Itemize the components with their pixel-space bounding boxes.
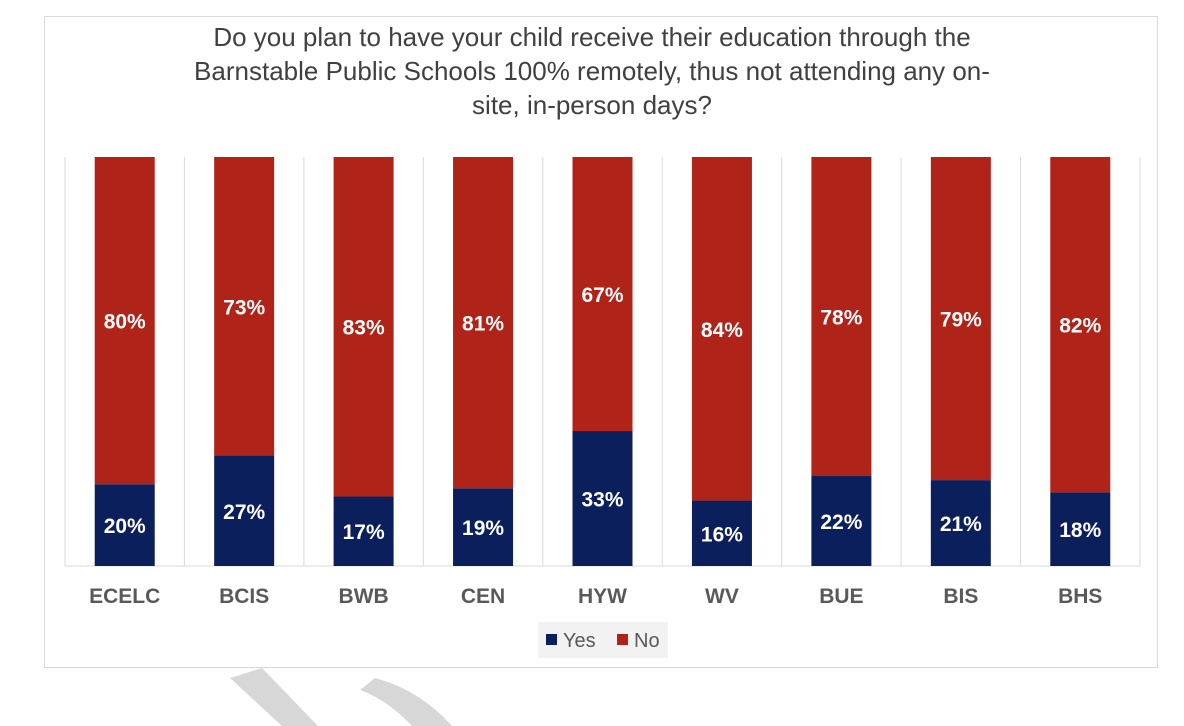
data-label-no-hyw: 67% (581, 284, 623, 307)
category-label-bis: BIS (943, 585, 978, 608)
category-label-bcis: BCIS (219, 585, 269, 608)
bar-yes-bis (930, 480, 991, 566)
data-label-yes-hyw: 33% (581, 489, 623, 512)
data-label-yes-ecelc: 20% (104, 515, 146, 538)
bar-yes-bwb (333, 496, 394, 566)
bar-no-wv (691, 157, 752, 501)
bar-labels: 20% 80% 27% 73% 17% 83% 19% 81% 33% 67% 16% 84% 22% 7… (104, 284, 1102, 546)
category-label-hyw: HYW (578, 585, 627, 608)
bar-yes-ecelc (94, 484, 155, 566)
bar-no-bis (930, 157, 991, 481)
data-label-no-bhs: 82% (1059, 315, 1101, 338)
data-label-yes-bue: 22% (820, 511, 862, 534)
legend-swatch-yes (546, 634, 557, 645)
legend-background (538, 622, 668, 658)
data-label-no-bcis: 73% (223, 296, 265, 319)
data-label-no-bue: 78% (820, 307, 862, 330)
data-label-no-bis: 79% (940, 309, 982, 332)
legend: Yes No (538, 622, 668, 658)
bar-yes-wv (691, 500, 752, 566)
chart-title-line-1: Do you plan to have your child receive t… (213, 22, 971, 52)
category-label-bwb: BWB (339, 585, 389, 608)
chart-title-line-2: Barnstable Public Schools 100% remotely,… (194, 56, 990, 86)
bar-no-hyw (572, 157, 633, 432)
bar-no-bhs (1050, 157, 1111, 493)
category-label-bue: BUE (819, 585, 863, 608)
bar-yes-bue (811, 476, 872, 566)
data-label-yes-cen: 19% (462, 517, 504, 540)
chart-title: Do you plan to have your child receive t… (60, 20, 1124, 122)
bar-no-bcis (214, 157, 275, 456)
bar-no-bwb (333, 157, 394, 497)
data-label-no-ecelc: 80% (104, 311, 146, 334)
bar-no-cen (453, 157, 514, 489)
category-label-wv: WV (705, 585, 739, 608)
category-label-ecelc: ECELC (89, 585, 160, 608)
legend-swatch-no (617, 634, 628, 645)
data-label-yes-wv: 16% (701, 523, 743, 546)
bar-yes-hyw (572, 431, 633, 566)
category-label-bhs: BHS (1058, 585, 1102, 608)
data-label-yes-bis: 21% (940, 513, 982, 536)
bar-yes-cen (453, 488, 514, 566)
data-label-no-wv: 84% (701, 319, 743, 342)
bar-no-ecelc (94, 157, 155, 485)
data-label-yes-bhs: 18% (1059, 519, 1101, 542)
chart-title-line-3: site, in-person days? (472, 90, 712, 120)
data-label-yes-bcis: 27% (223, 501, 265, 524)
bars (94, 157, 1111, 566)
bar-no-bue (811, 157, 872, 477)
data-label-no-cen: 81% (462, 313, 504, 336)
bar-yes-bhs (1050, 492, 1111, 566)
legend-label-yes: Yes (563, 630, 596, 652)
category-labels: ECELC BCIS BWB CEN HYW WV BUE BIS BHS (89, 585, 1102, 608)
bar-yes-bcis (214, 455, 275, 566)
data-label-no-bwb: 83% (343, 317, 385, 340)
data-label-yes-bwb: 17% (343, 521, 385, 544)
legend-label-no: No (634, 630, 660, 652)
category-label-cen: CEN (461, 585, 505, 608)
